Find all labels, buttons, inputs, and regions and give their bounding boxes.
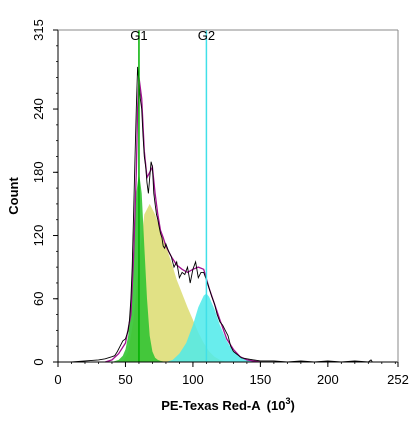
y-tick-label: 120 — [31, 225, 46, 247]
x-axis-title-unit-close: ) — [290, 398, 294, 413]
x-axis-title-unit-exp: 3 — [285, 396, 290, 406]
x-tick-label: 100 — [182, 372, 204, 387]
y-tick-label: 240 — [31, 98, 46, 120]
x-tick-label: 252 — [387, 372, 409, 387]
x-tick-label: 50 — [118, 372, 132, 387]
y-tick-label: 0 — [31, 358, 46, 365]
marker-layer: G1 G2 — [130, 28, 215, 362]
g1-marker-label: G1 — [130, 28, 147, 43]
y-axis-title: Count — [6, 177, 21, 215]
g2-marker-label: G2 — [198, 28, 215, 43]
x-axis-title-unit-base: (10 — [267, 398, 286, 413]
model-fit-line — [105, 77, 261, 363]
s-phase-fit-area — [122, 203, 227, 362]
g2-fit-area — [165, 293, 261, 362]
line-layer — [58, 66, 398, 363]
x-tick-label: 0 — [54, 372, 61, 387]
y-tick-label: 180 — [31, 161, 46, 183]
x-axis-title-name: PE-Texas Red-A — [161, 398, 261, 413]
x-tick-label: 150 — [250, 372, 272, 387]
raw-histogram-line — [58, 66, 398, 363]
x-axis-title: PE-Texas Red-A (103) — [161, 396, 295, 413]
x-tick-label: 200 — [317, 372, 339, 387]
tick-layer: 0 50 100 150 200 252 0 60 120 180 240 315 — [31, 19, 409, 387]
y-tick-label: 60 — [31, 292, 46, 306]
axes-layer — [57, 29, 399, 363]
y-tick-label: 315 — [31, 19, 46, 41]
